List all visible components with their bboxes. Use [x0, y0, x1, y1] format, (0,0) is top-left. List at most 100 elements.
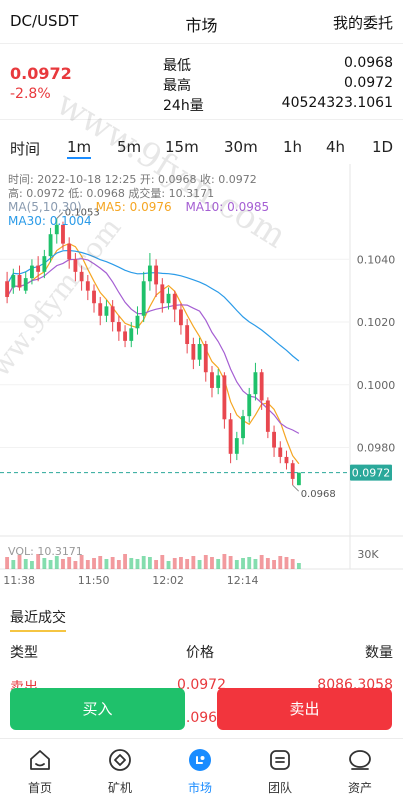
volume-bar [210, 557, 214, 569]
timeframe-label[interactable]: 时间 [10, 140, 41, 158]
timeframe-15m[interactable]: 15m [165, 138, 199, 156]
volume-bar [104, 559, 109, 569]
volume-bar [241, 558, 245, 569]
timeframe-5m[interactable]: 5m [117, 138, 142, 156]
candle-body [234, 438, 239, 454]
volume-bar [172, 558, 177, 569]
ma30-value: MA30: 0.1004 [8, 214, 92, 228]
candle-body [253, 372, 258, 395]
candle-body [42, 256, 47, 272]
volume-bar [259, 555, 264, 569]
ohlc-info-line2: 高: 0.0972 低: 0.0968 成交量: 10.3171 [8, 187, 215, 200]
tab-miner[interactable]: 矿机 [80, 739, 160, 796]
candlestick-chart[interactable]: 0.1040 0.1020 0.1000 0.0980 11:38 11:50 12:02 1… [0, 164, 403, 588]
price-change-percent: -2.8% [10, 86, 51, 102]
tab-assets-label: 资产 [347, 781, 372, 795]
volume-bar [265, 558, 270, 569]
timeframe-30m[interactable]: 30m [224, 138, 258, 156]
volume-bar [30, 561, 34, 569]
volume-bar [11, 560, 16, 569]
candle-body [98, 303, 103, 316]
volume-bar [247, 557, 252, 569]
candle-body [123, 331, 127, 341]
recent-trades-tab[interactable]: 最近成交 [10, 607, 66, 632]
volume-bar [191, 556, 196, 569]
candle-body [265, 400, 270, 432]
ma5-value: MA5: 0.0976 [95, 200, 172, 214]
tab-miner-label: 矿机 [107, 781, 132, 795]
timeframe-1h[interactable]: 1h [283, 138, 303, 156]
ma10-value: MA10: 0.0985 [185, 200, 270, 214]
price-tick-label: 0.0980 [357, 442, 396, 455]
my-orders-link[interactable]: 我的委托 [332, 14, 393, 32]
tab-market[interactable]: 市场 [160, 739, 240, 796]
candle-body [154, 265, 159, 285]
ma5-line [6, 242, 300, 465]
volume-info: VOL: 10.3171 [8, 545, 83, 558]
high-marker-label: 0.1053 [65, 208, 100, 219]
home-icon [30, 750, 50, 770]
volume-bar [92, 558, 96, 569]
ma-settings-label: MA(5,10,30) [8, 200, 82, 214]
volume-bar [234, 560, 239, 569]
candle-body [147, 265, 152, 282]
volume-bar [179, 557, 183, 569]
time-tick-label: 12:14 [227, 574, 259, 587]
candle-body [54, 224, 59, 235]
stat-low: 最低 0.0968 [163, 55, 393, 75]
stat-high-label: 最高 [163, 78, 191, 94]
timeframe-1d[interactable]: 1D [372, 138, 394, 156]
tab-home[interactable]: 首页 [0, 739, 80, 796]
time-tick-label: 11:50 [78, 574, 110, 587]
timeframe-4h[interactable]: 4h [326, 138, 346, 156]
candle-body [73, 259, 78, 272]
current-price-tag-bg [350, 464, 392, 481]
volume-bar [123, 554, 127, 569]
candle-body [11, 274, 16, 288]
volume-bar [296, 563, 301, 569]
last-price: 0.0972 [10, 64, 72, 83]
candle-body [179, 309, 183, 326]
ma-params-label: MA(5,10,30) MA5: 0.0976 MA10: 0.0985 [8, 200, 269, 214]
tab-assets[interactable]: 资产 [320, 739, 400, 796]
candle-body [61, 224, 65, 244]
stat-high: 最高 0.0972 [163, 75, 393, 95]
candle-body [191, 344, 196, 360]
team-icon [270, 750, 290, 770]
volume-bar [160, 555, 165, 569]
timeframe-1m[interactable]: 1m [67, 138, 92, 159]
trades-header-amount: 数量 [365, 645, 393, 661]
candle-body [172, 293, 177, 310]
top-header: DC/USDT 市场 我的委托 [0, 0, 403, 44]
trades-header-type: 类型 [10, 645, 38, 661]
volume-bar [5, 557, 10, 569]
candle-body [284, 456, 289, 464]
tab-team[interactable]: 团队 [240, 739, 320, 796]
ticker-summary: 0.0972 -2.8% 最低 0.0968 最高 0.0972 24h量 40… [0, 44, 403, 120]
trading-pair-selector[interactable]: DC/USDT [10, 12, 79, 30]
time-tick-label: 12:02 [152, 574, 184, 587]
sell-button[interactable]: 卖出 [217, 688, 392, 730]
current-price-tag: 0.0972 [352, 467, 391, 480]
volume-bar [166, 561, 171, 569]
candle-body [278, 447, 283, 457]
volume-bar [278, 556, 283, 569]
candle-body [92, 290, 96, 304]
volume-bar [17, 555, 22, 569]
volume-bar [141, 556, 146, 569]
volume-bar [185, 559, 190, 569]
tab-market-label: 市场 [187, 781, 212, 795]
volume-bar [129, 558, 134, 569]
candle-body [222, 375, 227, 420]
buy-button[interactable]: 买入 [10, 688, 185, 730]
volume-bar [253, 559, 258, 569]
candle-body [241, 416, 245, 439]
candle-body [67, 243, 72, 260]
volume-axis-label: 30K [357, 548, 379, 561]
volume-bar [147, 557, 152, 569]
candle-body [210, 372, 214, 388]
time-tick-label: 11:38 [3, 574, 35, 587]
high-marker-line [56, 212, 64, 219]
candle-body [290, 463, 295, 479]
volume-bar [110, 557, 115, 569]
